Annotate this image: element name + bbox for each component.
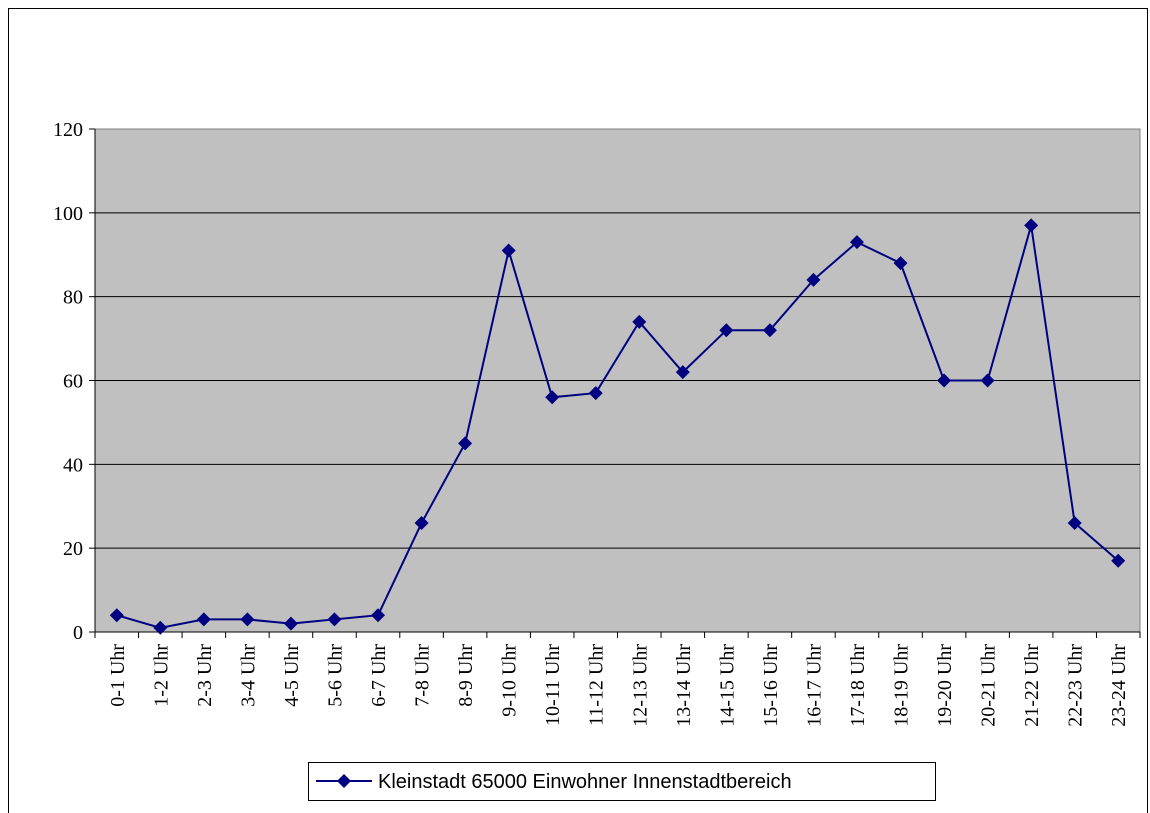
marker xyxy=(849,235,864,250)
marker xyxy=(327,612,342,627)
x-tick-label: 16-17 Uhr xyxy=(803,644,825,727)
x-tick-label: 2-3 Uhr xyxy=(194,644,216,707)
marker xyxy=(1067,516,1082,531)
x-tick-label: 15-16 Uhr xyxy=(760,644,782,727)
x-tick-label: 8-9 Uhr xyxy=(455,644,477,707)
y-tick-label: 20 xyxy=(63,538,83,560)
marker xyxy=(283,616,298,631)
legend-box xyxy=(308,762,936,801)
x-tick-label: 18-19 Uhr xyxy=(891,644,913,727)
marker xyxy=(545,390,560,405)
marker xyxy=(719,323,734,338)
marker xyxy=(501,243,516,258)
y-tick-label: 60 xyxy=(63,371,83,393)
y-tick-label: 120 xyxy=(53,119,83,141)
x-tick-label: 5-6 Uhr xyxy=(324,644,346,707)
y-tick-label: 100 xyxy=(53,203,83,225)
legend-label: Kleinstadt 65000 Einwohner Innenstadtber… xyxy=(378,771,792,793)
marker xyxy=(458,436,473,451)
x-tick-label: 1-2 Uhr xyxy=(150,644,172,707)
marker xyxy=(937,373,952,388)
x-tick-label: 11-12 Uhr xyxy=(586,644,608,726)
x-tick-label: 9-10 Uhr xyxy=(499,644,521,717)
marker xyxy=(414,516,429,531)
marker xyxy=(240,612,255,627)
marker xyxy=(762,323,777,338)
x-tick-label: 14-15 Uhr xyxy=(716,644,738,727)
y-tick-label: 0 xyxy=(73,622,83,644)
legend-marker xyxy=(337,774,351,788)
marker xyxy=(1024,218,1039,233)
marker xyxy=(109,608,124,623)
y-tick-label: 80 xyxy=(63,287,83,309)
line xyxy=(116,225,1119,629)
marker xyxy=(632,314,647,329)
x-tick-label: 19-20 Uhr xyxy=(934,644,956,727)
y-tick-label: 40 xyxy=(63,454,83,476)
x-tick-label: 6-7 Uhr xyxy=(368,644,390,707)
marker xyxy=(980,373,995,388)
marker xyxy=(196,612,211,627)
x-tick-label: 23-24 Uhr xyxy=(1108,644,1130,727)
x-tick-label: 12-13 Uhr xyxy=(629,644,651,727)
x-tick-label: 17-18 Uhr xyxy=(847,644,869,727)
marker xyxy=(675,365,690,380)
x-tick-label: 0-1 Uhr xyxy=(107,644,129,707)
x-tick-label: 13-14 Uhr xyxy=(673,644,695,727)
marker xyxy=(153,620,168,635)
x-tick-label: 3-4 Uhr xyxy=(237,644,259,707)
x-tick-label: 21-22 Uhr xyxy=(1021,644,1043,727)
x-tick-label: 10-11 Uhr xyxy=(542,644,564,726)
marker xyxy=(806,272,821,287)
marker xyxy=(588,386,603,401)
x-tick-label: 7-8 Uhr xyxy=(412,644,434,707)
x-tick-label: 4-5 Uhr xyxy=(281,644,303,707)
chart-border xyxy=(8,8,1148,813)
x-tick-label: 20-21 Uhr xyxy=(978,644,1000,727)
x-tick-label: 22-23 Uhr xyxy=(1065,644,1087,727)
marker xyxy=(893,256,908,271)
marker xyxy=(1111,553,1126,568)
marker xyxy=(371,608,386,623)
